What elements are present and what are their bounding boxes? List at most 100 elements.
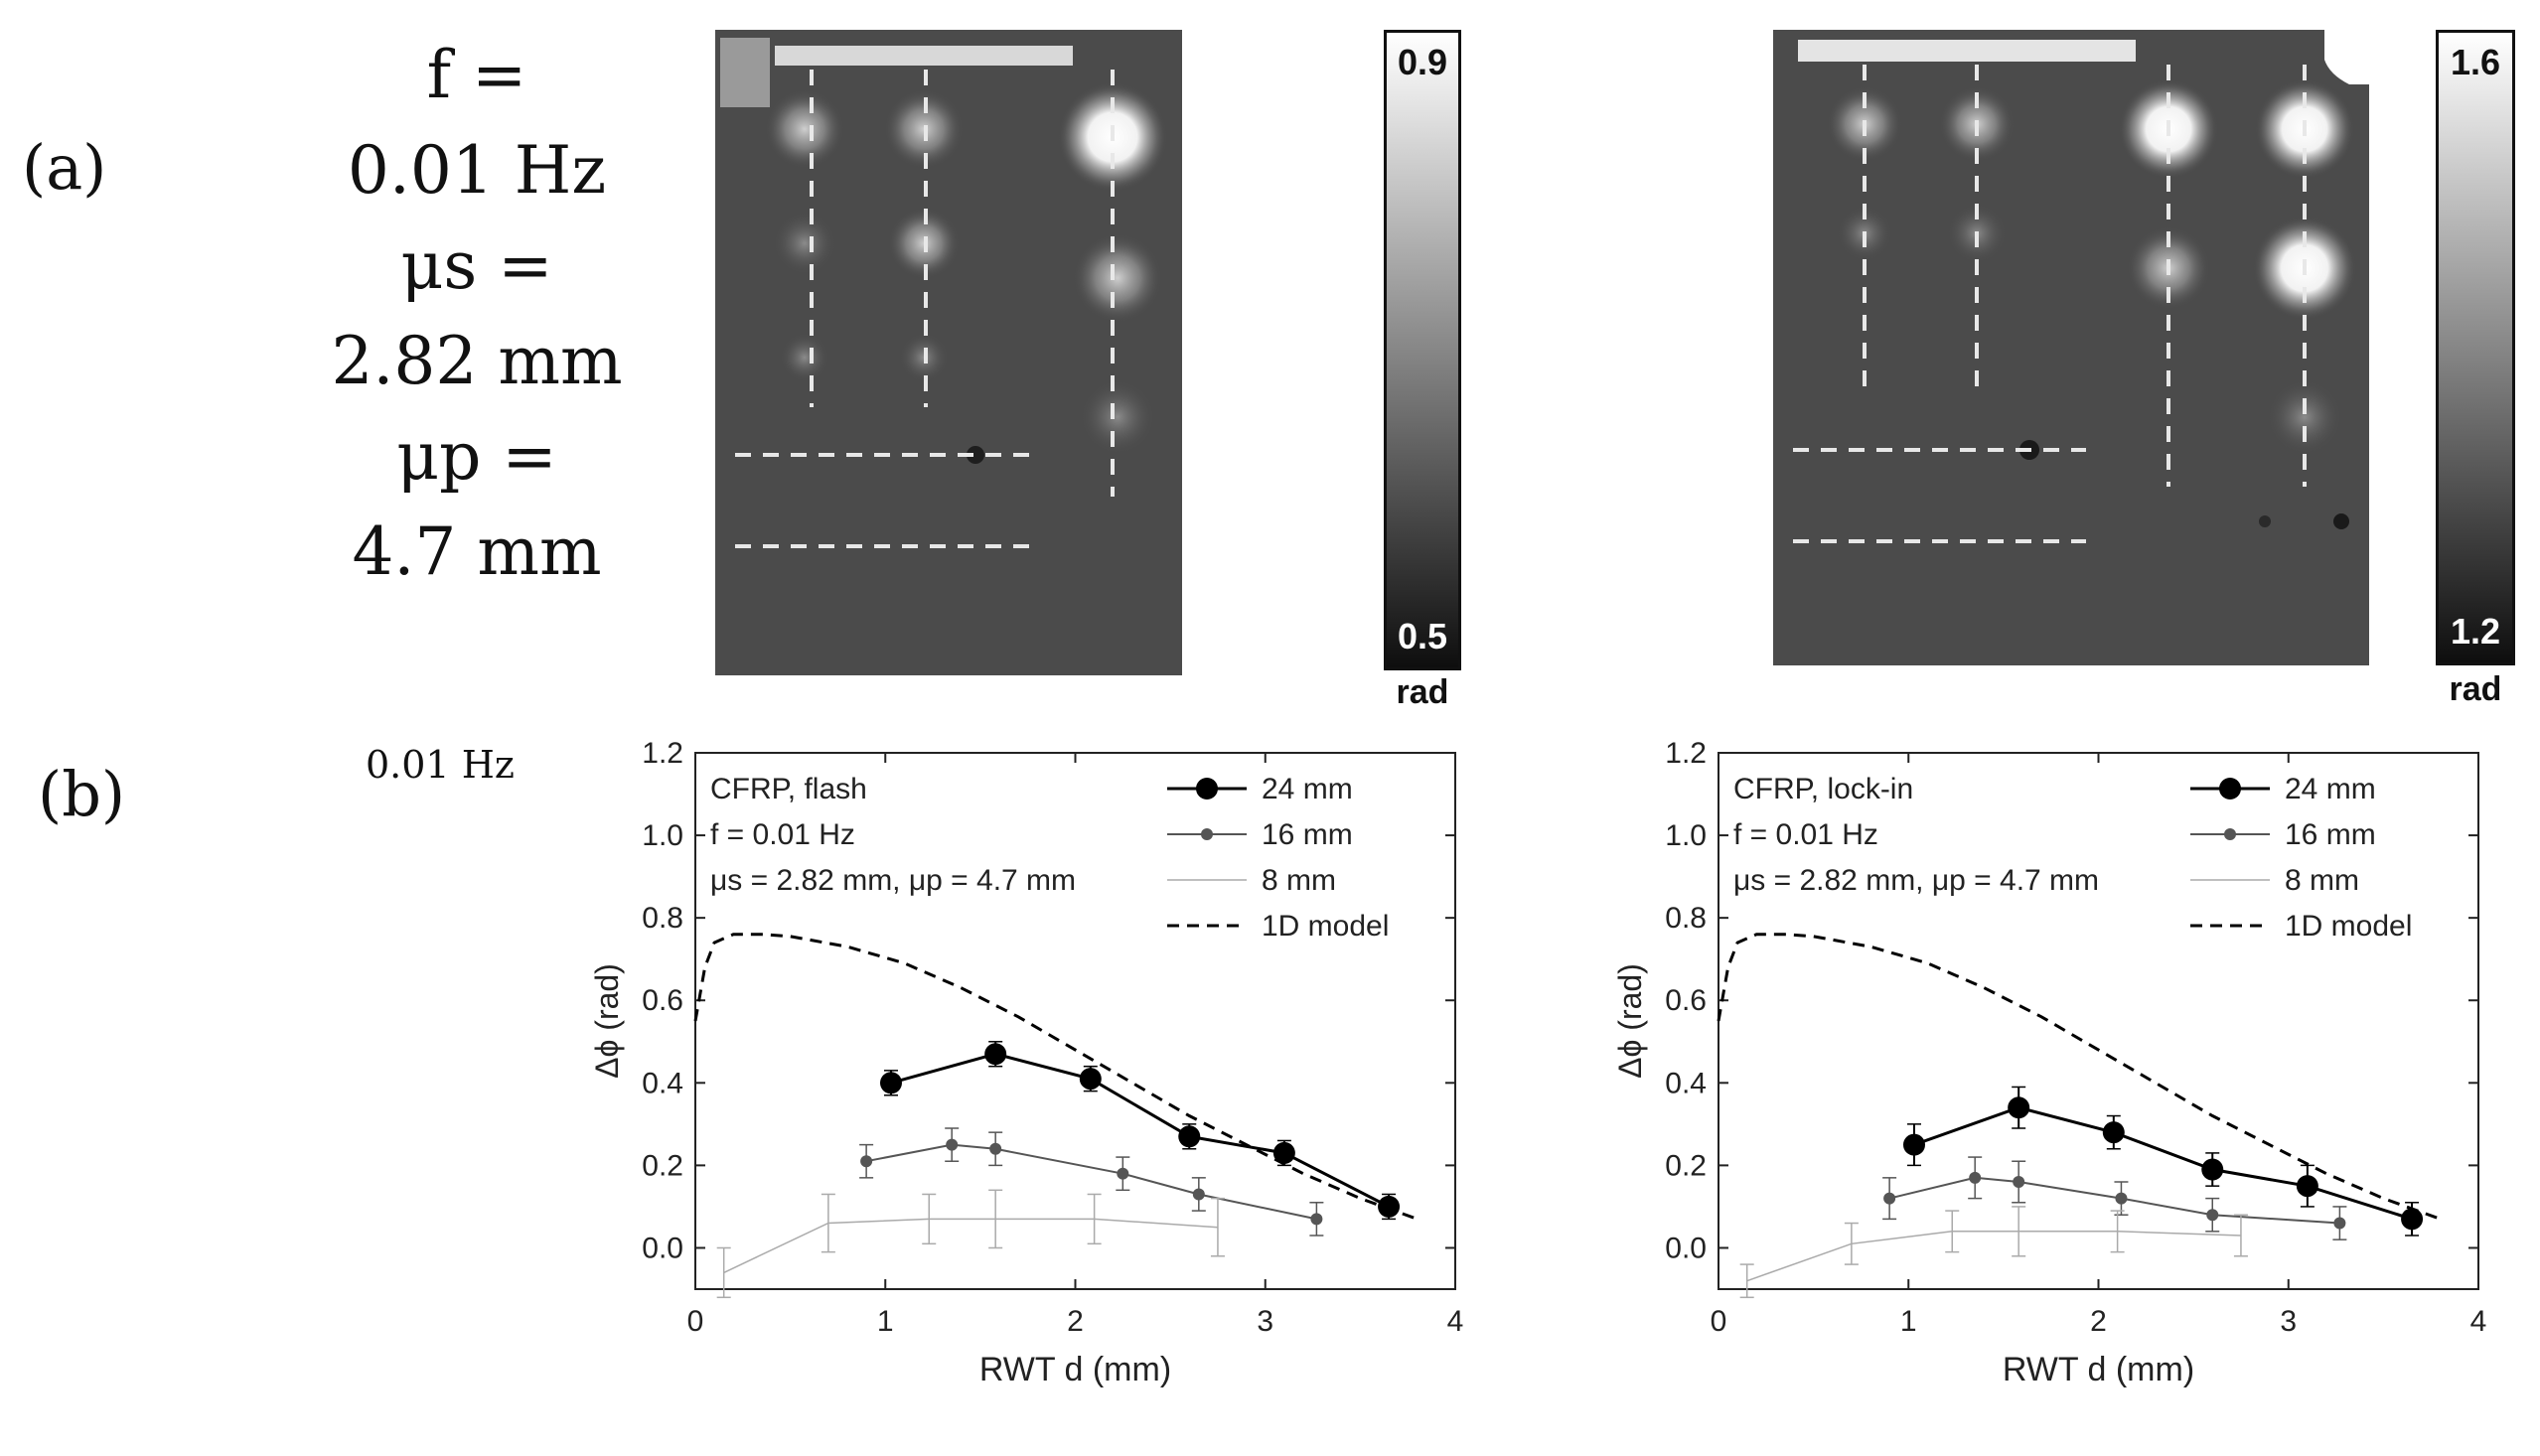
colorbar-flash-unit: rad bbox=[1396, 673, 1449, 711]
data-point bbox=[2115, 1192, 2128, 1205]
panel-b-label: (b) bbox=[38, 758, 126, 830]
data-point bbox=[1117, 1167, 1129, 1180]
legend-label: 1D model bbox=[1262, 910, 1389, 943]
defect-guide-lines bbox=[1793, 65, 2307, 543]
data-point bbox=[2333, 1217, 2346, 1230]
colorbar-lockin-unit: rad bbox=[2449, 670, 2502, 708]
defect-guide-lines bbox=[735, 70, 1115, 548]
data-point bbox=[2008, 1096, 2030, 1119]
x-tick-label: 3 bbox=[2280, 1305, 2297, 1338]
y-axis-label: Δϕ (rad) bbox=[1612, 963, 1648, 1079]
data-point bbox=[1310, 1213, 1323, 1226]
dark-mark bbox=[2333, 513, 2349, 529]
colorbar-flash-max: 0.9 bbox=[1397, 42, 1448, 82]
specimen-corner-notch bbox=[2324, 30, 2369, 84]
data-point bbox=[1079, 1068, 1102, 1091]
panel-b-frequency: 0.01 Hz bbox=[366, 743, 515, 787]
series-line bbox=[865, 1143, 1317, 1221]
data-point bbox=[1883, 1192, 1896, 1205]
legend-label: 24 mm bbox=[2285, 773, 2376, 805]
series-line bbox=[1913, 1105, 2413, 1221]
data-point bbox=[1969, 1171, 1982, 1184]
data-point bbox=[1178, 1125, 1201, 1148]
data-point bbox=[2206, 1209, 2219, 1222]
defect-spot bbox=[773, 212, 836, 275]
colorbar-lockin bbox=[2436, 30, 2515, 665]
colorbar-lockin-min: 1.2 bbox=[2450, 611, 2501, 652]
param-mup-label: μp = bbox=[396, 418, 557, 495]
series-line bbox=[890, 1052, 1390, 1209]
data-point bbox=[2201, 1158, 2224, 1181]
specimen-top-bar bbox=[775, 46, 1073, 66]
series-line bbox=[1717, 933, 2442, 1221]
chart-annotation: CFRP, lock-in bbox=[1733, 773, 1913, 805]
series-line bbox=[723, 1218, 1218, 1274]
y-tick-label: 1.2 bbox=[1665, 737, 1707, 770]
chart-annotation: μs = 2.82 mm, μp = 4.7 mm bbox=[710, 864, 1076, 897]
specimen-top-bar bbox=[1798, 40, 2136, 62]
dark-mark bbox=[967, 446, 984, 464]
chart-annotation: CFRP, flash bbox=[710, 773, 867, 805]
thermal-image-lockin bbox=[1773, 30, 2369, 665]
legend-label: 16 mm bbox=[2285, 818, 2376, 851]
y-axis-label: Δϕ (rad) bbox=[589, 963, 625, 1079]
y-tick-label: 0.4 bbox=[1665, 1067, 1707, 1099]
chart-lockin: 0 1 2 3 4 0.0 0.2 0.4 0.6 0.8 1.0 1.2 RWT d (mm) Δϕ (… bbox=[1612, 737, 2486, 1388]
thermal-image-flash bbox=[715, 30, 1182, 675]
series-line bbox=[1746, 1231, 2241, 1282]
legend-marker bbox=[2219, 778, 2241, 800]
data-point bbox=[879, 1072, 902, 1094]
y-tick-label: 1.0 bbox=[642, 819, 683, 852]
defect-spot bbox=[1073, 233, 1162, 323]
y-tick-label: 0.2 bbox=[642, 1149, 683, 1182]
y-tick-label: 0.4 bbox=[642, 1067, 683, 1099]
data-point bbox=[1192, 1188, 1205, 1201]
x-tick-label: 3 bbox=[1257, 1305, 1273, 1338]
dark-mark bbox=[2259, 515, 2271, 527]
data-point bbox=[946, 1138, 959, 1151]
defect-spot bbox=[1080, 379, 1155, 455]
y-tick-label: 0.0 bbox=[642, 1232, 683, 1264]
param-mus-value: 2.82 mm bbox=[331, 323, 623, 399]
legend-marker bbox=[2224, 828, 2236, 840]
y-tick-label: 1.0 bbox=[1665, 819, 1707, 852]
y-tick-label: 0.8 bbox=[1665, 902, 1707, 935]
y-tick-label: 0.0 bbox=[1665, 1232, 1707, 1264]
series-line bbox=[693, 933, 1419, 1221]
chart-annotation: f = 0.01 Hz bbox=[1733, 818, 1878, 851]
defect-spot bbox=[765, 89, 844, 169]
param-f-value: 0.01 Hz bbox=[347, 132, 607, 209]
data-point bbox=[1378, 1195, 1401, 1218]
data-point bbox=[989, 1142, 1002, 1155]
x-tick-label: 1 bbox=[877, 1305, 894, 1338]
y-tick-label: 0.2 bbox=[1665, 1149, 1707, 1182]
defect-spot bbox=[780, 333, 829, 382]
data-point bbox=[1902, 1133, 1925, 1156]
y-tick-label: 0.6 bbox=[1665, 984, 1707, 1017]
series-line bbox=[1888, 1176, 2340, 1225]
colorbar-flash-min: 0.5 bbox=[1397, 616, 1448, 656]
x-tick-label: 2 bbox=[2090, 1305, 2107, 1338]
chart-annotation: μs = 2.82 mm, μp = 4.7 mm bbox=[1733, 864, 2099, 897]
x-tick-label: 0 bbox=[1711, 1305, 1727, 1338]
data-point bbox=[860, 1155, 873, 1168]
x-axis-label: RWT d (mm) bbox=[2003, 1351, 2194, 1388]
y-tick-label: 1.2 bbox=[642, 737, 683, 770]
y-tick-label: 0.6 bbox=[642, 984, 683, 1017]
x-tick-label: 4 bbox=[1447, 1305, 1464, 1338]
legend-label: 16 mm bbox=[1262, 818, 1353, 851]
x-tick-label: 0 bbox=[687, 1305, 704, 1338]
chart-flash: 0 1 2 3 4 0.0 0.2 0.4 0.6 0.8 1.0 1.2 RWT d (mm) Δϕ (… bbox=[589, 737, 1464, 1388]
param-mup-value: 4.7 mm bbox=[352, 513, 602, 590]
x-tick-label: 2 bbox=[1067, 1305, 1084, 1338]
y-tick-label: 0.8 bbox=[642, 902, 683, 935]
data-point bbox=[2102, 1121, 2125, 1144]
data-point bbox=[2401, 1208, 2424, 1231]
panel-a-label: (a) bbox=[22, 131, 107, 204]
param-mus-label: μs = bbox=[400, 227, 553, 304]
x-axis-label: RWT d (mm) bbox=[979, 1351, 1171, 1388]
legend-marker bbox=[1201, 828, 1213, 840]
colorbar-lockin-max: 1.6 bbox=[2450, 42, 2501, 82]
data-point bbox=[1272, 1141, 1295, 1164]
defect-spot bbox=[2267, 379, 2342, 455]
